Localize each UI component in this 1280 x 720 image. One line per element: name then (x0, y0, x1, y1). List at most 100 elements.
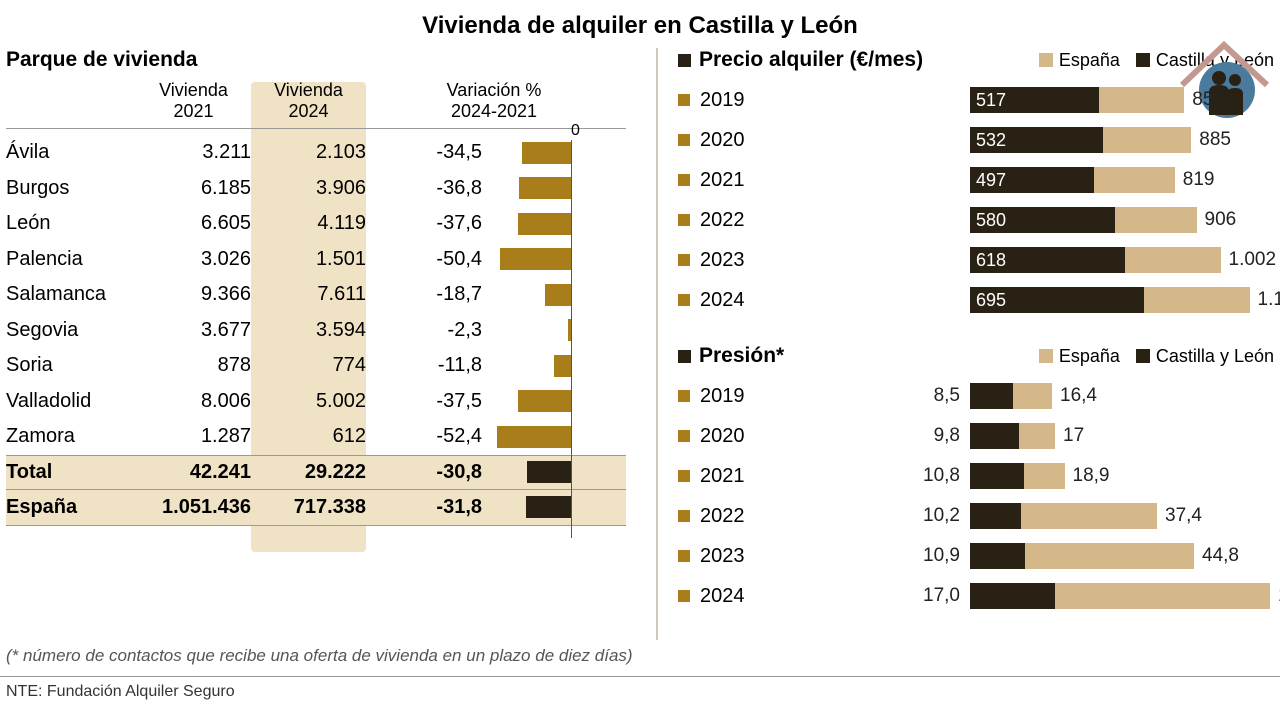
chart-row: 202417,01 (678, 576, 1274, 616)
year-label: 2020 (700, 129, 770, 152)
main-title: Vivienda de alquiler en Castilla y León (0, 0, 1280, 48)
bar-cyl: 517 (970, 87, 1099, 113)
province-cell: León (6, 212, 136, 235)
province-cell: España (6, 496, 136, 519)
espana-value: 819 (1183, 169, 1215, 191)
cyl-value: 10,2 (923, 505, 960, 527)
bar-cyl (970, 423, 1019, 449)
row-bullet-icon (678, 470, 690, 482)
bar-cyl: 695 (970, 287, 1144, 313)
bar-cyl: 580 (970, 207, 1115, 233)
year-label: 2021 (700, 465, 770, 488)
header-vivienda-2024: Vivienda 2024 (251, 80, 366, 122)
source-line: NTE: Fundación Alquiler Seguro (0, 676, 1280, 701)
swatch-cyl (1136, 349, 1150, 363)
precio-chart: Precio alquiler (€/mes) España Castilla … (678, 48, 1274, 320)
legend-cyl: Castilla y León (1156, 346, 1274, 367)
bar-cyl (970, 463, 1024, 489)
presion-title: Presión* (699, 344, 784, 368)
table-row: León6.6054.119-37,6 (6, 206, 626, 242)
vivienda-2021-cell: 3.026 (136, 248, 251, 271)
year-label: 2019 (700, 89, 770, 112)
espana-value: 857 (1192, 89, 1224, 111)
variacion-cell: -31,8 (366, 496, 486, 519)
espana-value: 885 (1199, 129, 1231, 151)
variation-bar (545, 284, 571, 306)
year-label: 2019 (700, 385, 770, 408)
source-label: NTE: (6, 683, 42, 700)
year-label: 2020 (700, 425, 770, 448)
variacion-cell: -11,8 (366, 354, 486, 377)
variacion-cell: -50,4 (366, 248, 486, 271)
variacion-cell: -18,7 (366, 283, 486, 306)
source-value: Fundación Alquiler Seguro (47, 683, 235, 700)
table-row: Soria878774-11,8 (6, 348, 626, 384)
row-bullet-icon (678, 174, 690, 186)
chart-row: 20209,817 (678, 416, 1274, 456)
variacion-cell: -34,5 (366, 141, 486, 164)
row-bullet-icon (678, 254, 690, 266)
bar-cyl: 532 (970, 127, 1103, 153)
vivienda-2021-cell: 6.605 (136, 212, 251, 235)
cyl-value: 17,0 (923, 585, 960, 607)
row-bullet-icon (678, 294, 690, 306)
espana-value: 37,4 (1165, 505, 1202, 527)
province-cell: Burgos (6, 177, 136, 200)
province-cell: Soria (6, 354, 136, 377)
chart-row: 2019 8,5 16,4 (678, 376, 1274, 416)
chart-row: 202110,818,9 (678, 456, 1274, 496)
header-variacion: Variación % 2024-2021 (366, 80, 626, 122)
espana-value: 16,4 (1060, 385, 1097, 407)
variacion-cell: -37,5 (366, 390, 486, 413)
vivienda-2024-cell: 717.338 (251, 496, 366, 519)
header-vivienda-2021: Vivienda 2021 (136, 80, 251, 122)
vivienda-2021-cell: 878 (136, 354, 251, 377)
variation-bar (497, 426, 571, 448)
variation-bar (519, 177, 571, 199)
vivienda-2024-cell: 29.222 (251, 461, 366, 484)
vivienda-2024-cell: 3.906 (251, 177, 366, 200)
variation-bar (527, 461, 571, 483)
precio-title: Precio alquiler (€/mes) (699, 48, 923, 72)
bar-cyl (970, 583, 1055, 609)
province-cell: Palencia (6, 248, 136, 271)
vivienda-2021-cell: 3.677 (136, 319, 251, 342)
vivienda-2024-cell: 612 (251, 425, 366, 448)
variacion-cell: -30,8 (366, 461, 486, 484)
year-label: 2022 (700, 505, 770, 528)
vivienda-2024-cell: 1.501 (251, 248, 366, 271)
bar-cyl (970, 383, 1013, 409)
chart-row: 2022 580 906 (678, 200, 1274, 240)
legend-espana: España (1059, 50, 1120, 71)
variation-bar (526, 496, 571, 518)
espana-value: 906 (1205, 209, 1237, 231)
variacion-cell: -52,4 (366, 425, 486, 448)
presion-chart: Presión* España Castilla y León 2019 8,5 1… (678, 344, 1274, 616)
cyl-value: 10,9 (923, 545, 960, 567)
row-bullet-icon (678, 94, 690, 106)
row-bullet-icon (678, 510, 690, 522)
vivienda-2024-cell: 2.103 (251, 141, 366, 164)
year-label: 2022 (700, 209, 770, 232)
footnote: (* número de contactos que recibe una of… (0, 646, 1280, 666)
table-row: Burgos6.1853.906-36,8 (6, 171, 626, 207)
table-row: Zamora1.287612-52,4 (6, 419, 626, 455)
espana-value: 44,8 (1202, 545, 1239, 567)
row-bullet-icon (678, 550, 690, 562)
variation-bar (518, 390, 571, 412)
legend-espana: España (1059, 346, 1120, 367)
left-section-title: Parque de vivienda (6, 48, 626, 72)
row-bullet-icon (678, 214, 690, 226)
province-cell: Zamora (6, 425, 136, 448)
vivienda-2021-cell: 9.366 (136, 283, 251, 306)
province-cell: Ávila (6, 141, 136, 164)
table-row: España1.051.436717.338-31,8 (6, 490, 626, 526)
cyl-value: 8,5 (934, 385, 960, 407)
square-bullet-icon (678, 54, 691, 67)
table-row: Ávila3.2112.103-34,5 (6, 135, 626, 171)
province-cell: Total (6, 461, 136, 484)
vivienda-2024-cell: 4.119 (251, 212, 366, 235)
swatch-cyl (1136, 53, 1150, 67)
year-label: 2021 (700, 169, 770, 192)
chart-row: 2022 10,2 37,4 (678, 496, 1274, 536)
